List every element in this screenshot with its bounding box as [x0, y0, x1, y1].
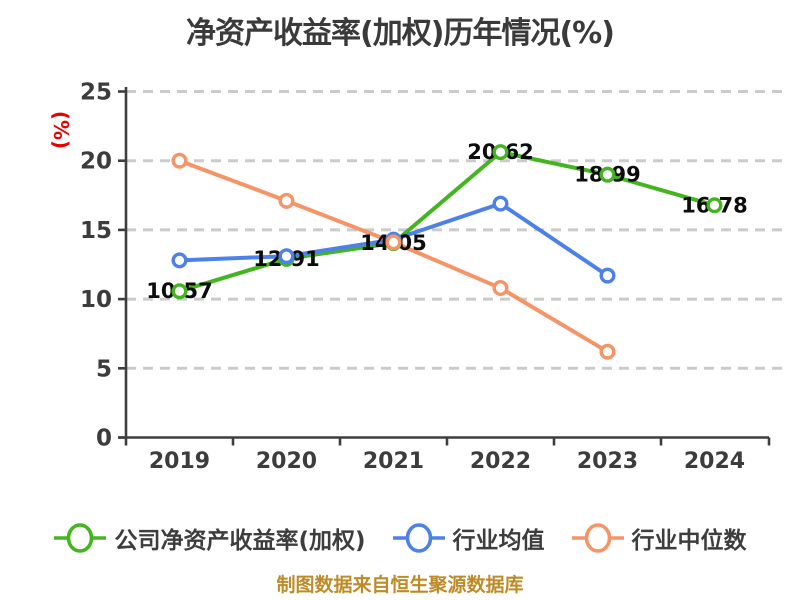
- legend-label-company-roe: 公司净资产收益率(加权): [114, 528, 366, 554]
- data-point-marker: [278, 248, 295, 265]
- data-point-marker: [492, 144, 509, 161]
- plot-area: 051015202520192020202120222023202410.571…: [80, 80, 788, 474]
- data-point-marker: [492, 280, 509, 297]
- series-line-0: [177, 150, 717, 294]
- y-tick-label: 0: [96, 426, 112, 452]
- y-tick-label: 15: [80, 218, 112, 244]
- x-tick-label: 2019: [149, 449, 210, 474]
- x-tick-label: 2023: [577, 449, 638, 474]
- x-tick-label: 2022: [470, 449, 531, 474]
- y-tick-label: 20: [80, 149, 112, 175]
- x-tick-label: 2021: [363, 449, 424, 474]
- data-point-marker: [599, 166, 616, 183]
- line-marker-icon: [54, 523, 107, 553]
- chart-title: 净资产收益率(加权)历年情况(%): [186, 16, 615, 51]
- data-point-marker: [492, 195, 509, 212]
- legend-label-industry-median: 行业中位数: [631, 528, 747, 554]
- source-note: 制图数据来自恒生聚源数据库: [276, 574, 524, 596]
- legend-item-company-roe: 公司净资产收益率(加权): [53, 521, 366, 555]
- data-point-marker: [706, 197, 723, 214]
- data-point-marker: [171, 252, 188, 269]
- data-point-marker: [171, 283, 188, 300]
- data-point-marker: [278, 192, 295, 209]
- line-marker-icon: [571, 523, 624, 553]
- x-tick-label: 2024: [684, 449, 745, 474]
- data-point-marker: [599, 267, 616, 284]
- legend-item-industry-mean: 行业均值: [392, 521, 545, 555]
- x-tick-label: 2020: [256, 449, 317, 474]
- y-tick-label: 10: [80, 287, 112, 313]
- data-point-marker: [385, 234, 402, 251]
- legend-item-industry-median: 行业中位数: [571, 521, 747, 555]
- legend: 公司净资产收益率(加权) 行业均值 行业中位数: [0, 521, 800, 555]
- data-point-marker: [599, 343, 616, 360]
- y-tick-label: 25: [80, 80, 112, 106]
- line-marker-icon: [392, 523, 445, 553]
- y-tick-label: 5: [96, 356, 112, 382]
- data-point-marker: [171, 152, 188, 169]
- legend-label-industry-mean: 行业均值: [452, 528, 545, 554]
